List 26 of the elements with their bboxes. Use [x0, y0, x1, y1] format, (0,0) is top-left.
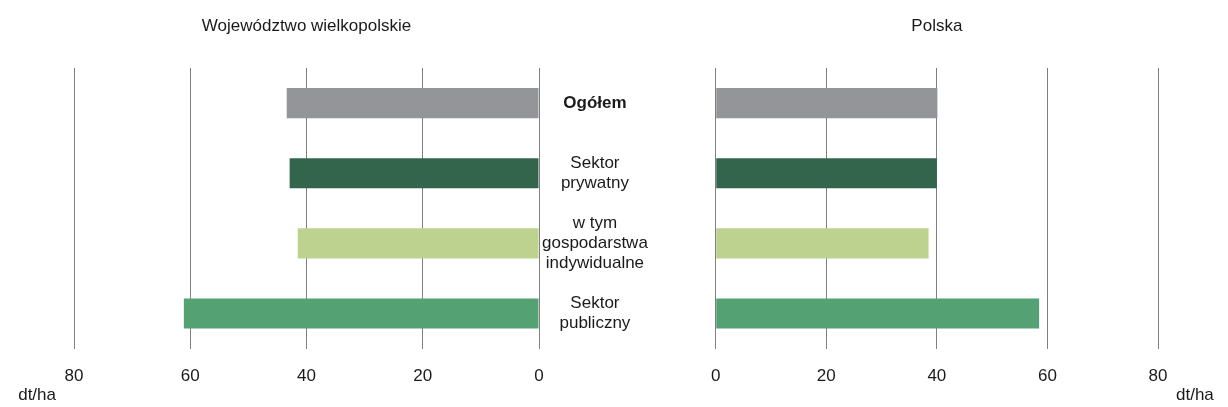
chart-title: Województwo wielkopolskie — [201, 15, 412, 35]
bar — [716, 158, 937, 189]
bar — [289, 158, 539, 189]
x-tick-label: 40 — [297, 366, 316, 386]
chart-title: Polska — [911, 15, 963, 35]
x-axis-title: dt/ha — [1176, 384, 1215, 404]
x-tick-label: 20 — [816, 366, 836, 386]
bar — [297, 228, 539, 259]
y-tick-label: Sektor prywatny — [560, 152, 630, 193]
bar — [716, 87, 938, 119]
bar — [286, 87, 539, 119]
y-tick-label: w tym gospodarstwa indywidualne — [542, 212, 649, 273]
bar — [716, 298, 1040, 329]
bar — [183, 298, 539, 329]
x-tick-label: 20 — [413, 366, 433, 386]
x-tick-label: 0 — [710, 366, 721, 386]
x-tick-label: 0 — [534, 366, 544, 386]
x-tick-label: 40 — [927, 366, 947, 386]
x-axis-title: dt/ha — [18, 384, 57, 404]
y-tick-label: Ogółem — [563, 92, 627, 112]
x-tick-label: 60 — [1037, 366, 1057, 386]
x-tick-label: 80 — [1148, 366, 1168, 386]
x-tick-label: 60 — [180, 366, 200, 386]
bar — [716, 228, 929, 259]
x-tick-label: 80 — [64, 366, 84, 386]
y-tick-label: Sektor publiczny — [559, 293, 631, 333]
